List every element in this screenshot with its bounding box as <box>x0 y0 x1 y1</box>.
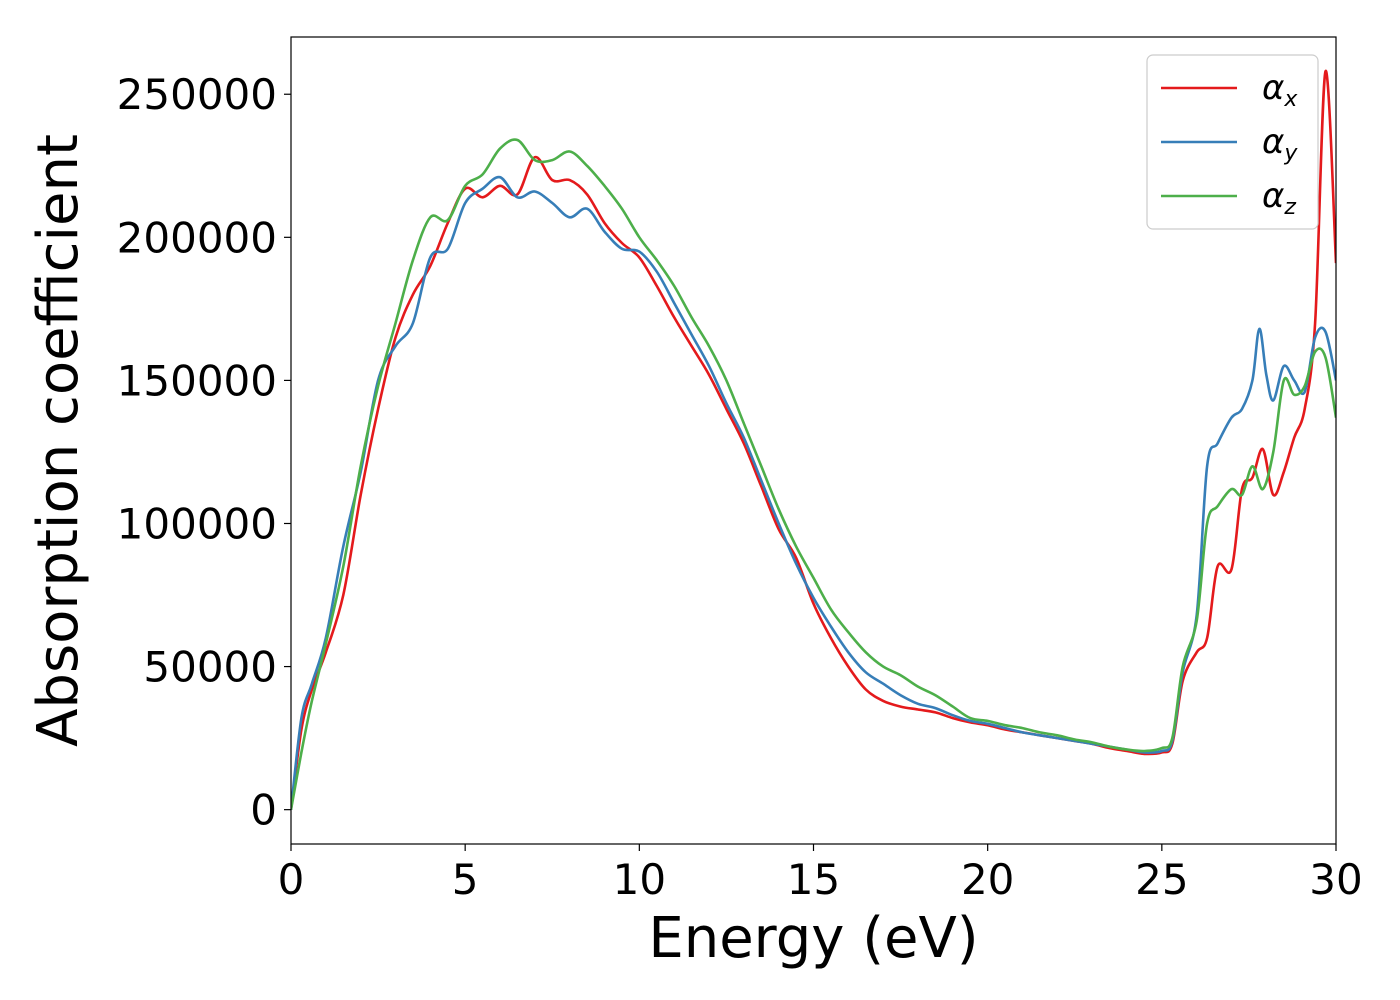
y-axis-title: Absorption coefficient <box>26 134 91 747</box>
legend-label-y: αy <box>1262 122 1298 166</box>
x-tick-label: 30 <box>1309 855 1362 904</box>
x-tick-label: 0 <box>278 855 305 904</box>
x-tick-label: 25 <box>1135 855 1188 904</box>
y-tick-label: 0 <box>250 786 277 835</box>
legend-label-x: αx <box>1262 68 1298 112</box>
y-tick-label: 150000 <box>117 356 277 405</box>
x-tick-label: 10 <box>613 855 666 904</box>
y-tick-label: 200000 <box>117 213 277 262</box>
x-axis-ticks: 0 5 10 15 20 25 30 <box>278 844 1363 904</box>
x-tick-label: 20 <box>961 855 1014 904</box>
y-axis-ticks: 0 50000 100000 150000 200000 250000 <box>117 70 291 835</box>
y-tick-label: 50000 <box>143 643 277 692</box>
x-axis-title: Energy (eV) <box>648 906 978 971</box>
y-tick-label: 100000 <box>117 499 277 548</box>
x-tick-label: 15 <box>787 855 840 904</box>
y-tick-label: 250000 <box>117 70 277 119</box>
series-line-x <box>291 69 1336 810</box>
series-line-z <box>291 138 1336 810</box>
legend-label-z: αz <box>1262 176 1296 220</box>
series-lines <box>291 69 1336 810</box>
series-line-y <box>291 175 1336 810</box>
x-tick-label: 5 <box>452 855 479 904</box>
legend: αx αy αz <box>1146 54 1319 230</box>
